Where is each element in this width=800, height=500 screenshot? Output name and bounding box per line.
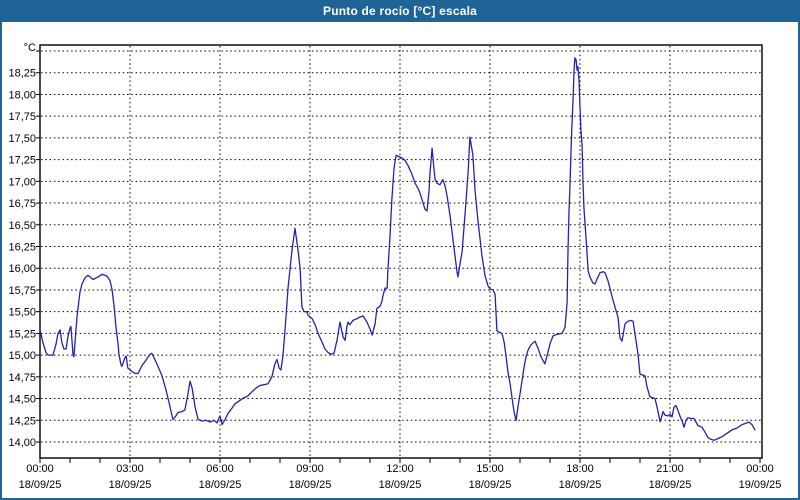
x-axis-time-label: 00:00 [26, 463, 54, 475]
x-axis-time-label: 09:00 [296, 463, 324, 475]
x-axis-time-label: 12:00 [386, 463, 414, 475]
x-axis-date-label: 18/09/25 [379, 479, 422, 491]
x-axis-date-label: 18/09/25 [199, 479, 242, 491]
y-axis-label: 16,50 [8, 220, 36, 232]
x-axis-date-label: 18/09/25 [109, 479, 152, 491]
y-axis-label: 17,00 [8, 176, 36, 188]
x-axis-time-label: 18:00 [566, 463, 594, 475]
y-axis-label: 16,00 [8, 263, 36, 275]
y-axis-unit-label: °C [24, 42, 36, 54]
title-bar: Punto de rocío [°C] escala [0, 0, 800, 22]
x-axis-time-label: 15:00 [476, 463, 504, 475]
y-axis-label: 18,25 [8, 68, 36, 80]
y-axis-label: 16,25 [8, 241, 36, 253]
y-axis-label: 14,75 [8, 372, 36, 384]
x-axis-date-label: 18/09/25 [469, 479, 512, 491]
x-axis-time-label: 03:00 [116, 463, 144, 475]
x-axis-time-label: 21:00 [656, 463, 684, 475]
y-axis-label: 17,50 [8, 133, 36, 145]
y-axis-label: 14,25 [8, 415, 36, 427]
x-axis-date-label: 18/09/25 [19, 479, 62, 491]
y-axis-label: 16,75 [8, 198, 36, 210]
y-axis-label: 14,50 [8, 394, 36, 406]
x-axis-date-label: 19/09/25 [739, 479, 782, 491]
plot-frame [39, 44, 763, 459]
y-axis-label: 17,25 [8, 155, 36, 167]
x-axis-date-label: 18/09/25 [289, 479, 332, 491]
y-axis-label: 17,75 [8, 111, 36, 123]
y-axis-label: 15,25 [8, 328, 36, 340]
dew-point-series-line [39, 57, 756, 441]
x-axis-time-label: 06:00 [206, 463, 234, 475]
x-axis-time-label: 00:00 [746, 463, 774, 475]
y-axis-label: 14,00 [8, 437, 36, 449]
y-axis-label: 15,50 [8, 307, 36, 319]
x-axis-date-label: 18/09/25 [649, 479, 692, 491]
y-axis-label: 15,00 [8, 350, 36, 362]
x-axis-date-label: 18/09/25 [559, 479, 602, 491]
page-title: Punto de rocío [°C] escala [322, 4, 478, 18]
y-axis-label: 15,75 [8, 285, 36, 297]
y-axis-label: 18,00 [8, 89, 36, 101]
